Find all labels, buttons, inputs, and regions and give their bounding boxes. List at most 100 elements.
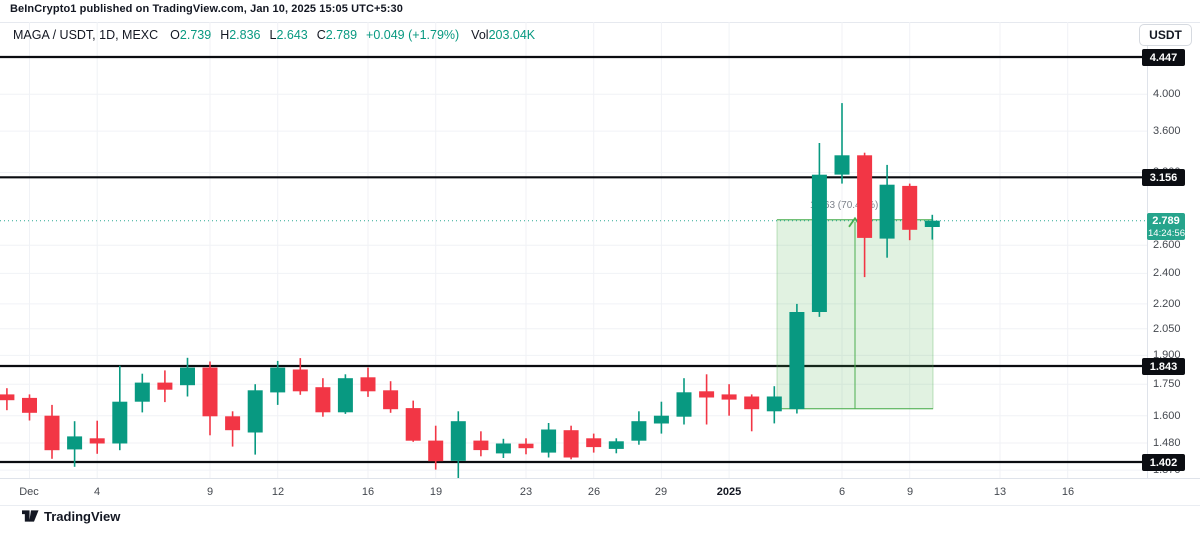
- candlestick-chart-svg: 1.163 (70.43%) 11,: [0, 22, 1147, 478]
- legend-high-label: H: [220, 28, 230, 42]
- candle-Dec-24: [541, 423, 557, 458]
- candle-Dec-30: [676, 378, 692, 425]
- candle-Dec-31: [699, 374, 715, 425]
- candle-Jan-3: [766, 386, 782, 424]
- price-axis-label-3.600: 3.600: [1153, 125, 1181, 137]
- legend-close-label: C: [316, 28, 326, 42]
- candle-Dec-12: [270, 360, 286, 405]
- candle-Dec-20: [450, 411, 466, 478]
- legend-close-value: 2.789: [325, 28, 358, 42]
- candle-Dec-9: [202, 361, 218, 436]
- candle-Dec-11: [247, 384, 263, 455]
- price-axis-label-4.000: 4.000: [1153, 88, 1181, 100]
- candle-Nov-30: [0, 388, 15, 411]
- candle-Dec-14: [315, 378, 331, 417]
- price-axis-label-1.750: 1.750: [1153, 378, 1181, 390]
- candle-Dec-28: [631, 411, 647, 445]
- candle-Jan-4: [789, 303, 805, 414]
- time-axis-label-19: 19: [429, 486, 443, 498]
- candle-Dec-6: [134, 373, 150, 413]
- candle-Dec-19: [428, 425, 444, 470]
- card-top-border: [0, 22, 1200, 23]
- candle-Dec-21: [473, 431, 489, 457]
- candle-Jan-8: [879, 164, 895, 258]
- candle-Dec-15: [337, 374, 353, 414]
- candle-Dec-1: [22, 394, 37, 421]
- time-axis-label-16: 16: [361, 486, 375, 498]
- legend-volume: Vol203.04K: [471, 28, 535, 42]
- current-price-badge: 2.789 14:24:56: [1147, 213, 1185, 240]
- price-axis-label-2.600: 2.600: [1153, 239, 1181, 251]
- candle-Dec-3: [67, 421, 83, 467]
- price-axis-label-1.600: 1.600: [1153, 410, 1181, 422]
- candle-Jan-1: [721, 384, 737, 416]
- time-axis-label-29: 29: [654, 486, 668, 498]
- time-axis-label-9: 9: [206, 486, 214, 498]
- time-axis-label-9: 9: [906, 486, 914, 498]
- current-price-value: 2.789: [1152, 215, 1180, 227]
- price-axis-label-2.400: 2.400: [1153, 267, 1181, 279]
- candle-Dec-27: [608, 438, 624, 454]
- legend-volume-value: 203.04K: [488, 28, 536, 42]
- legend-open-value: 2.739: [179, 28, 212, 42]
- candle-Dec-10: [225, 411, 241, 447]
- candle-Dec-25: [563, 425, 579, 460]
- candle-Dec-23: [518, 438, 534, 455]
- tradingview-logo-icon: [22, 510, 39, 522]
- legend-low-label: L: [269, 28, 277, 42]
- candle-Jan-5: [811, 143, 827, 317]
- time-axis-label-26: 26: [587, 486, 601, 498]
- chart-legend: MAGA / USDT, 1D, MEXC O2.739 H2.836 L2.6…: [13, 27, 544, 43]
- legend-volume-label: Vol: [471, 28, 489, 42]
- price-axis[interactable]: 2.789 14:24:56 4.0003.6003.2002.6002.400…: [1142, 46, 1200, 478]
- legend-open-label: O: [170, 28, 180, 42]
- candle-countdown-timer: 14:24:56: [1148, 228, 1185, 239]
- legend-low: L2.643: [270, 28, 308, 42]
- time-axis-label-23: 23: [519, 486, 533, 498]
- time-axis-label-13: 13: [993, 486, 1007, 498]
- candle-Jan-7: [857, 152, 873, 278]
- price-axis-label-2.050: 2.050: [1153, 323, 1181, 335]
- candle-Jan-2: [744, 394, 760, 432]
- time-axis-label-4: 4: [93, 486, 101, 498]
- legend-change: +0.049 (+1.79%): [366, 28, 460, 42]
- price-level-badge-1.843: 1.843: [1142, 358, 1185, 375]
- candle-Jan-9: [902, 183, 918, 241]
- candle-Dec-2: [44, 404, 60, 459]
- price-level-badge-4.447: 4.447: [1142, 49, 1185, 66]
- time-axis-label-12: 12: [271, 486, 285, 498]
- tradingview-logo-text: TradingView: [44, 508, 121, 524]
- legend-open: O2.739: [170, 28, 211, 42]
- candle-Dec-8: [180, 357, 195, 397]
- candle-Dec-4: [89, 420, 105, 454]
- currency-toggle-button[interactable]: USDT: [1139, 24, 1192, 46]
- time-axis-label-Dec: Dec: [19, 486, 39, 498]
- legend-symbol[interactable]: MAGA / USDT, 1D, MEXC: [13, 28, 159, 42]
- time-axis-label-2025: 2025: [716, 486, 742, 498]
- range-measure-label: 1.163 (70.43%) 11,: [810, 200, 894, 211]
- legend-high: H2.836: [220, 28, 260, 42]
- price-level-badge-3.156: 3.156: [1142, 169, 1185, 186]
- candle-Jan-6: [834, 103, 850, 184]
- candle-Dec-5: [112, 365, 128, 451]
- candle-Jan-10: [924, 214, 940, 240]
- candle-Dec-22: [495, 438, 511, 458]
- candle-Dec-29: [653, 401, 669, 434]
- candle-Dec-16: [360, 367, 376, 397]
- tradingview-logo[interactable]: TradingView: [22, 508, 120, 524]
- time-axis-label-6: 6: [838, 486, 846, 498]
- price-axis-label-1.480: 1.480: [1153, 437, 1181, 449]
- legend-close: C2.789: [317, 28, 357, 42]
- candle-Dec-17: [383, 381, 399, 413]
- candle-Dec-13: [292, 358, 308, 395]
- legend-high-value: 2.836: [229, 28, 261, 42]
- candle-Dec-26: [586, 433, 602, 453]
- price-level-badge-1.402: 1.402: [1142, 454, 1185, 471]
- attribution-text: BeInCrypto1 published on TradingView.com…: [10, 3, 403, 15]
- candle-Dec-7: [157, 370, 173, 403]
- candle-Dec-18: [405, 400, 421, 442]
- price-axis-label-2.200: 2.200: [1153, 298, 1181, 310]
- time-axis-label-16: 16: [1061, 486, 1075, 498]
- time-axis[interactable]: Dec 4 9 12 16 19 23 26 29 2025 6 9 13 16: [0, 478, 1200, 506]
